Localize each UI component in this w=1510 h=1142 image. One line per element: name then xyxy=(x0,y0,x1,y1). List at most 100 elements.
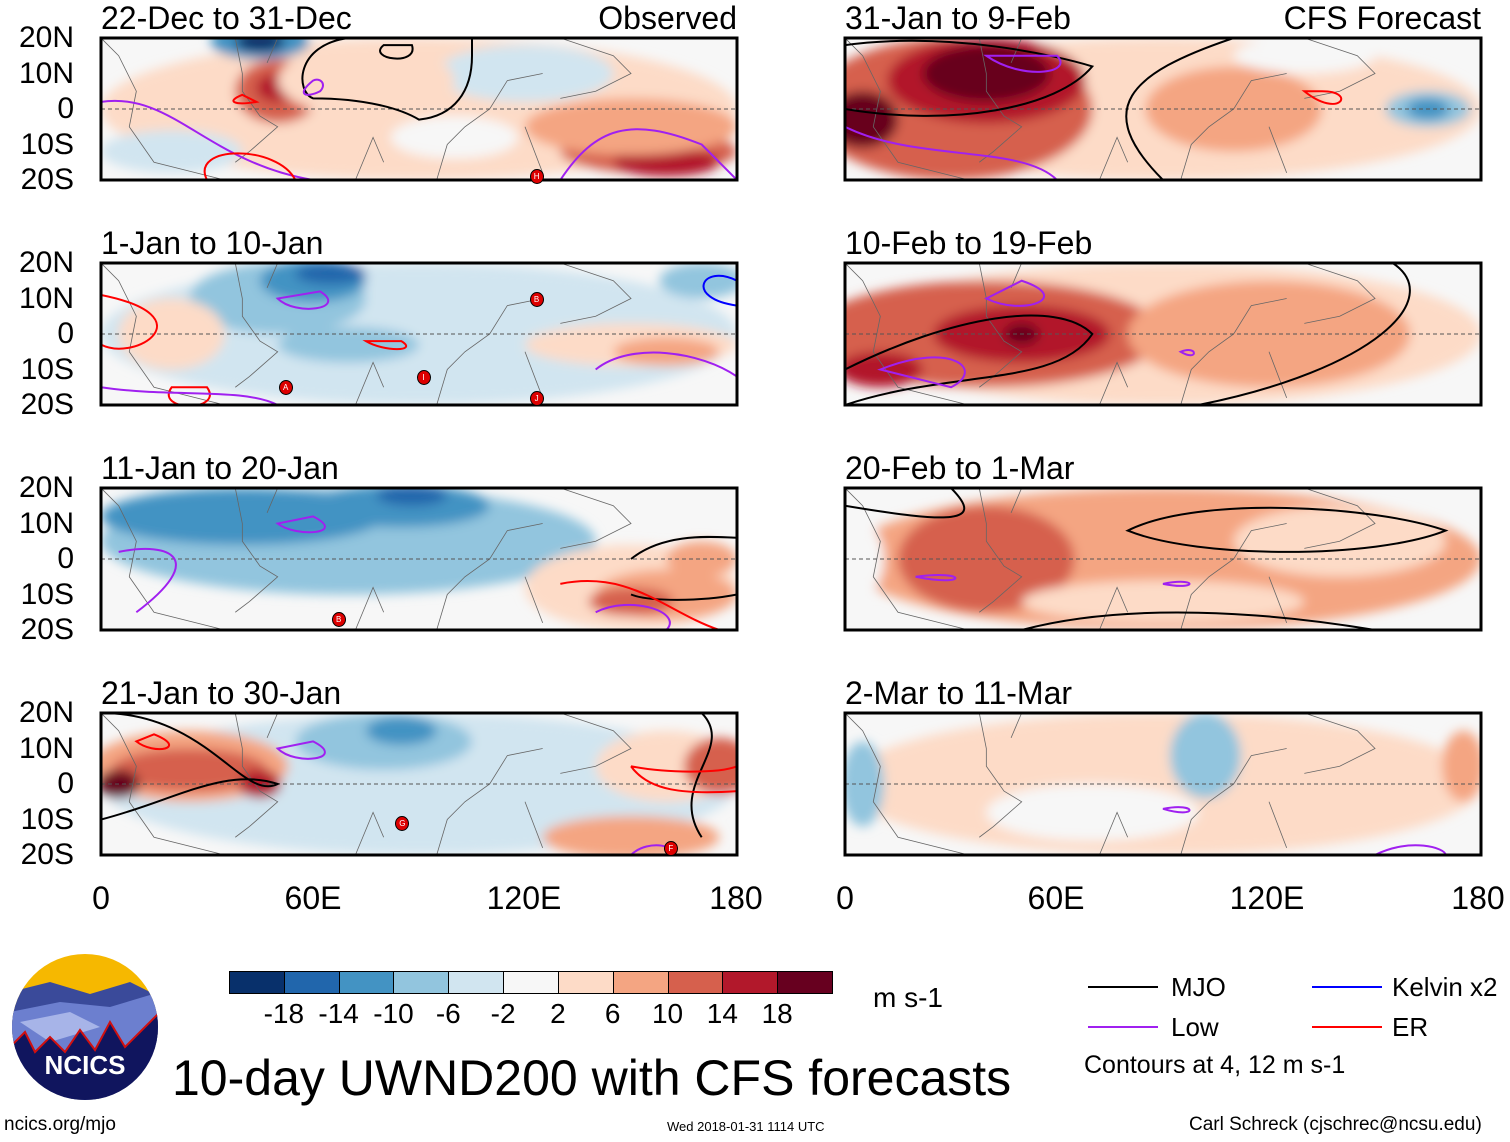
wave-contour xyxy=(986,281,1044,306)
panel-frame xyxy=(101,263,737,405)
anomaly-shading xyxy=(101,769,140,799)
wave-contour xyxy=(1126,38,1233,180)
wave-contour xyxy=(278,291,329,308)
colorbar-swatch xyxy=(283,971,340,994)
wave-contour xyxy=(1375,845,1446,855)
wave-contour xyxy=(136,734,169,749)
colorbar-swatch xyxy=(229,971,285,994)
panel-frame xyxy=(845,263,1481,405)
lat-label: 20N xyxy=(18,246,74,279)
lat-label: 20S xyxy=(20,163,74,196)
colorbar-swatch xyxy=(722,971,779,994)
wave-contour xyxy=(101,713,278,820)
wave-contour xyxy=(278,516,325,532)
colorbar-label: 6 xyxy=(604,998,621,1029)
footer-url[interactable]: ncics.org/mjo xyxy=(4,1114,116,1135)
anomaly-shading xyxy=(666,541,737,577)
colorbar-unit: m s-1 xyxy=(873,982,943,1013)
anomaly-shading xyxy=(845,523,884,595)
lat-label: 10N xyxy=(18,731,74,765)
lat-label: 10S xyxy=(20,802,74,836)
lat-label: 0 xyxy=(57,317,74,350)
lon-label: 120E xyxy=(1229,880,1305,916)
anomaly-shading xyxy=(277,326,419,363)
contour-note: Contours at 4, 12 m s-1 xyxy=(1084,1051,1346,1079)
anomaly-shading xyxy=(845,91,898,149)
lon-label: 180 xyxy=(709,880,763,916)
anomaly-shading xyxy=(1442,730,1481,802)
map-panel xyxy=(845,38,1481,180)
panel-title: 21-Jan to 30-Jan xyxy=(101,675,342,711)
wave-contour xyxy=(101,387,278,405)
colorbar-swatch xyxy=(448,971,505,994)
lat-label: 0 xyxy=(57,767,74,800)
legend-line-low xyxy=(1088,1026,1158,1028)
ncics-logo: NCICS xyxy=(12,954,158,1100)
lon-label: 0 xyxy=(92,880,110,916)
colorbar-label: 18 xyxy=(761,998,793,1029)
wave-contour xyxy=(560,581,719,630)
colorbar-label: -6 xyxy=(435,998,461,1029)
figure-title: 10-day UWND200 with CFS forecasts xyxy=(172,1050,1012,1106)
wave-contour xyxy=(205,153,296,180)
anomaly-shading xyxy=(277,45,455,117)
colorbar-swatch xyxy=(338,971,395,994)
panel-title: 20-Feb to 1-Mar xyxy=(845,450,1075,486)
tropical-cyclone-marker: A xyxy=(278,380,293,396)
lat-label: 20N xyxy=(18,21,74,54)
colorbar-label: 14 xyxy=(706,998,738,1029)
wave-contour xyxy=(119,549,176,612)
anomaly-shading xyxy=(845,741,884,827)
anomaly-shading xyxy=(101,488,384,545)
wave-contour xyxy=(631,537,737,559)
colorbar-swatch xyxy=(503,971,559,994)
wave-contour xyxy=(845,41,1092,116)
lat-label: 10S xyxy=(20,127,74,161)
colorbar-label: -14 xyxy=(318,998,359,1029)
panel-title: 31-Jan to 9-Feb xyxy=(845,0,1071,36)
lon-label: 0 xyxy=(836,880,854,916)
panel-frame xyxy=(101,713,737,855)
wave-contour xyxy=(278,741,325,758)
anomaly-shading xyxy=(366,716,437,745)
colorbar-label: -18 xyxy=(263,998,305,1029)
wave-contour xyxy=(1181,350,1194,355)
anomaly-shading xyxy=(525,98,737,156)
panel-title: 11-Jan to 20-Jan xyxy=(101,450,339,486)
legend-label: ER xyxy=(1392,1012,1429,1042)
panel-title: 2-Mar to 11-Mar xyxy=(845,675,1073,711)
wave-contour xyxy=(916,575,956,580)
colorbar-swatch xyxy=(777,971,833,994)
colorbar-swatch xyxy=(612,971,669,994)
column-label: CFS Forecast xyxy=(1283,0,1481,36)
legend-line-kelvin xyxy=(1312,986,1382,988)
anomaly-shading xyxy=(1021,580,1305,623)
colorbar-label: 2 xyxy=(550,998,566,1029)
footer-timestamp: Wed 2018-01-31 1114 UTC xyxy=(667,1119,825,1134)
map-panel xyxy=(101,488,737,630)
lat-label: 10N xyxy=(18,281,74,315)
lat-label: 0 xyxy=(57,542,74,575)
lon-label: 60E xyxy=(284,880,342,916)
wave-contour xyxy=(986,56,1060,72)
panel-frame xyxy=(101,38,737,180)
wave-contour xyxy=(169,387,210,406)
lat-label: 20S xyxy=(20,613,74,646)
wave-contour xyxy=(1198,263,1410,405)
tropical-cyclone-marker: B xyxy=(529,291,544,307)
anomaly-shading xyxy=(613,148,720,177)
colorbar-swatch xyxy=(557,971,614,994)
anomaly-shading xyxy=(295,263,366,285)
lat-label: 0 xyxy=(57,92,74,125)
svg-text:NCICS: NCICS xyxy=(45,1050,126,1080)
map-panel xyxy=(101,38,737,180)
footer-credit: Carl Schreck (cjschrec@ncsu.edu) xyxy=(1189,1114,1482,1135)
legend-label: MJO xyxy=(1171,972,1226,1002)
wave-contour xyxy=(631,595,737,600)
wave-contour xyxy=(101,101,313,180)
colorbar-swatch xyxy=(393,971,450,994)
wave-contour xyxy=(704,276,737,306)
map-panel xyxy=(845,488,1481,630)
wave-contour xyxy=(380,45,413,58)
panel-frame xyxy=(845,38,1481,180)
